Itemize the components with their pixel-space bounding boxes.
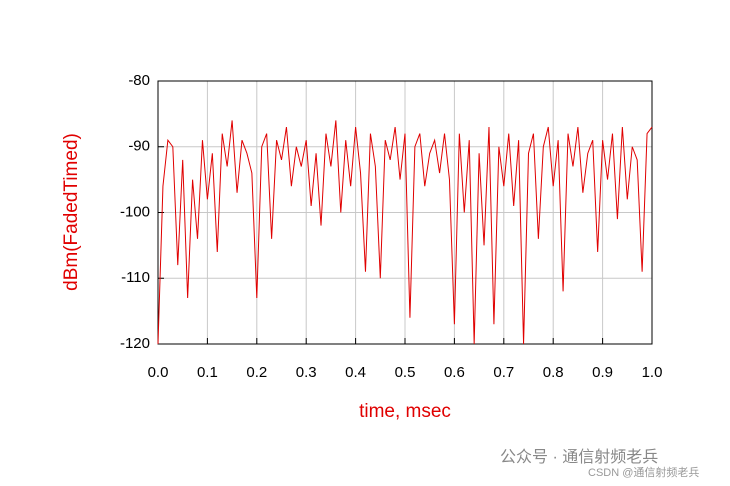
data-line	[157, 120, 653, 345]
x-tick-label: 0.3	[296, 364, 317, 381]
x-tick-label: 0.7	[493, 364, 514, 381]
x-axis-label: time, msec	[359, 401, 451, 422]
plot-frame	[157, 80, 653, 345]
x-tick-label: 0.9	[592, 364, 613, 381]
x-tick-label: 0.6	[444, 364, 465, 381]
x-tick-label: 0.2	[246, 364, 267, 381]
x-tick-label: 1.0	[642, 364, 663, 381]
x-tick-label: 0.0	[148, 364, 169, 381]
y-axis-label: dBm(FadedTimed)	[61, 133, 82, 291]
y-tick-label: -110	[121, 269, 150, 286]
watermark: 公众号 · 通信射频老兵	[500, 448, 658, 466]
y-tick-label: -90	[128, 138, 150, 155]
y-tick-label: -120	[120, 335, 150, 352]
y-tick-label: -80	[128, 72, 150, 89]
x-tick-label: 0.5	[395, 364, 416, 381]
y-tick-label: -100	[120, 203, 150, 220]
watermark-small: CSDN @通信射频老兵	[588, 465, 699, 479]
x-tick-label: 0.4	[345, 364, 366, 381]
x-tick-label: 0.8	[543, 364, 564, 381]
x-tick-label: 0.1	[197, 364, 218, 381]
